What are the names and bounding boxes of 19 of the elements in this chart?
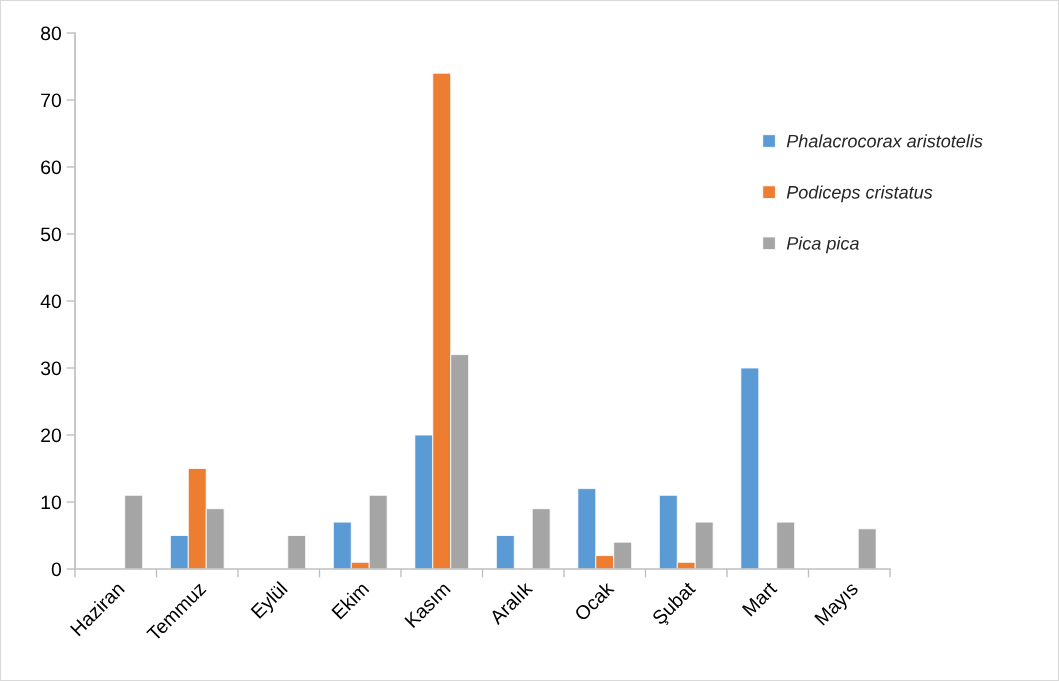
bar — [531, 508, 551, 569]
y-tick-label: 20 — [41, 428, 62, 443]
y-tick-label: 80 — [41, 26, 62, 41]
y-tick-label: 10 — [41, 495, 62, 510]
legend-label: Phalacrocorax aristotelis — [786, 134, 983, 148]
y-tick-label: 50 — [40, 227, 62, 242]
y-tick-label: 70 — [41, 93, 62, 108]
bar — [287, 535, 307, 569]
y-tick-label: 0 — [51, 562, 62, 577]
legend-label: Podiceps cristatus — [786, 185, 933, 203]
bar — [495, 535, 515, 569]
y-tick-label: 30 — [40, 361, 62, 376]
bar — [740, 367, 760, 569]
bar — [124, 494, 144, 569]
y-tick-label: 60 — [41, 160, 62, 175]
y-tick-label: 40 — [40, 294, 62, 309]
legend-label: Pica pica — [786, 236, 859, 254]
bar — [857, 528, 877, 569]
bar — [776, 521, 796, 569]
